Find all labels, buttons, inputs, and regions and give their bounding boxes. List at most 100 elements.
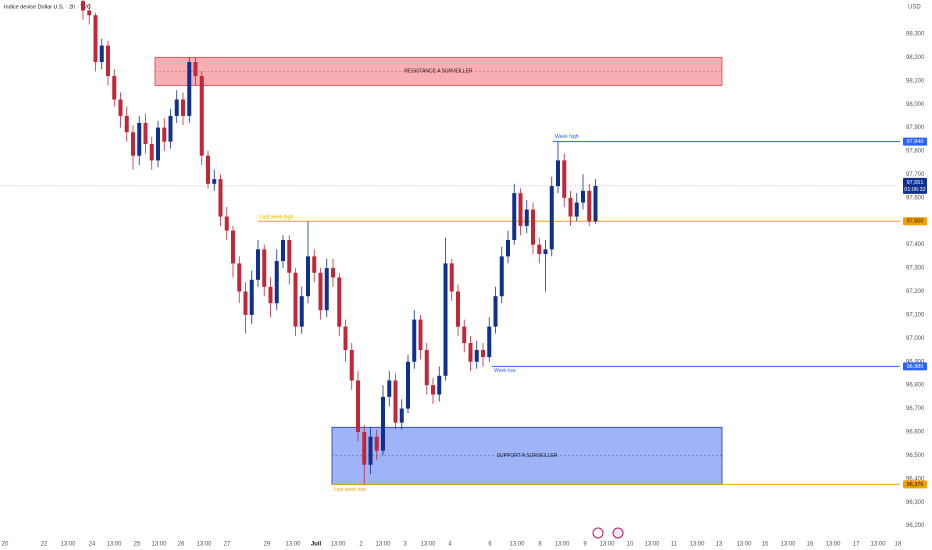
x-tick-label: Juil [311, 542, 322, 548]
event-icon[interactable] [612, 527, 624, 539]
level-label: Week high [555, 134, 579, 140]
y-tick-label: 97,600 [906, 195, 925, 201]
candle-body [193, 62, 198, 77]
x-tick-label: 13:00 [644, 542, 660, 548]
price-tag-label: 97,840 [907, 139, 924, 145]
x-tick-label: 4 [448, 542, 452, 548]
y-tick-label: 96,900 [906, 359, 925, 365]
candle-body [406, 361, 410, 409]
candle-body [412, 319, 417, 362]
candle-body [587, 190, 592, 222]
countdown: 01:06:32 [904, 187, 925, 193]
candle-body [312, 256, 317, 273]
candle-body [556, 160, 560, 187]
candle-body [299, 296, 304, 327]
candle-body [543, 249, 548, 255]
x-tick-label: 13:00 [285, 542, 301, 548]
candle-body [118, 99, 123, 116]
candle-body [343, 326, 348, 351]
candle-body [324, 268, 329, 311]
x-tick-label: 29 [264, 542, 271, 548]
x-tick-label: 25 [134, 542, 141, 548]
y-tick-label: 97,400 [906, 242, 925, 248]
candle-body [374, 436, 379, 451]
candle-body [206, 155, 210, 184]
candle-body [181, 99, 185, 116]
candle-body [306, 256, 310, 297]
zone-label: SUPPORT A SURVEILLER [497, 453, 558, 459]
candle-body [262, 249, 267, 287]
x-tick-label: 9 [583, 542, 587, 548]
y-tick-label: 97,100 [906, 312, 925, 318]
candle-body [87, 10, 92, 16]
candle-body [199, 76, 204, 156]
candle-body [212, 179, 217, 184]
candle-body [149, 143, 154, 161]
x-tick-label: 17 [853, 542, 860, 548]
y-tick-label: 96,400 [906, 476, 925, 482]
x-tick-label: 18 [895, 542, 902, 548]
x-tick-label: 13:00 [736, 542, 752, 548]
candle-body [112, 76, 117, 100]
candle-body [256, 249, 260, 280]
price-tag [903, 480, 927, 489]
x-tick-label: 11 [671, 542, 678, 548]
price-tag-label: 96,880 [907, 364, 924, 370]
price-tag-label: 97,500 [907, 219, 924, 225]
candle-body [512, 193, 517, 240]
level-label: Week low [494, 368, 516, 374]
candle-body [399, 408, 404, 423]
x-tick-label: 13:00 [375, 542, 391, 548]
y-tick-label: 97,000 [906, 336, 925, 342]
candle-body [437, 375, 442, 395]
candle-body [137, 122, 142, 156]
x-tick-label: 2 [359, 542, 363, 548]
y-tick-label: 96,200 [906, 523, 925, 529]
price-tag [903, 137, 927, 146]
candle-body [187, 62, 192, 116]
candle-body [474, 350, 479, 362]
candle-body [356, 380, 360, 432]
candle-body [168, 115, 173, 142]
currency: USD [908, 5, 921, 11]
y-tick-label: 96,600 [906, 430, 925, 436]
x-tick-label: 13:00 [825, 542, 841, 548]
candle-body [368, 436, 373, 465]
candle-body [518, 193, 523, 226]
price-tag-label: 96,376 [907, 482, 924, 488]
candle-body [506, 239, 510, 257]
candle-body [287, 239, 292, 273]
y-tick-label: 98,200 [906, 55, 925, 61]
last-price-tag [903, 177, 927, 194]
x-tick-label: 13:00 [420, 542, 436, 548]
y-tick-label: 96,500 [906, 453, 925, 459]
last-price-label: 97,651 [907, 180, 924, 186]
candle-body [331, 268, 335, 278]
y-tick-label: 98,300 [906, 32, 925, 38]
candle-body [99, 45, 104, 63]
y-tick-label: 96,300 [906, 500, 925, 506]
x-tick-label: 13:00 [151, 542, 167, 548]
y-tick-label: 97,700 [906, 172, 925, 178]
y-tick-label: 97,200 [906, 289, 925, 295]
x-tick-label: 13:00 [106, 542, 122, 548]
x-tick-label: 20 [2, 542, 9, 548]
candle-body [456, 291, 460, 327]
y-tick-label: 96,800 [906, 383, 925, 389]
candle-body [462, 326, 467, 344]
candle-body [418, 319, 423, 351]
x-tick-label: 6 [488, 542, 492, 548]
x-tick-label: 24 [89, 542, 96, 548]
y-tick-label: 98,100 [906, 78, 925, 84]
candle-body [174, 99, 179, 116]
candle-body [468, 343, 473, 362]
candle-body [431, 385, 435, 395]
chart-title: Indice devise Dollar U.S. · 2h · TVC [4, 4, 91, 10]
price-tag [903, 362, 927, 371]
candle-body [481, 350, 485, 358]
event-icon[interactable] [592, 527, 604, 539]
x-tick-label: 13:00 [196, 542, 212, 548]
y-tick-label: 97,900 [906, 125, 925, 131]
candle-body [281, 239, 285, 262]
candle-body [156, 127, 160, 161]
